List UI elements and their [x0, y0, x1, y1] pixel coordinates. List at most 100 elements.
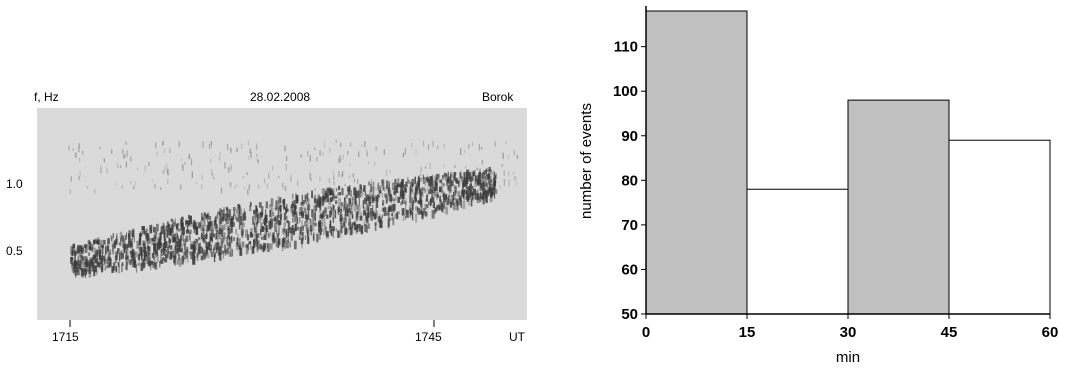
signal-mark — [358, 223, 361, 232]
signal-mark — [143, 240, 145, 245]
signal-mark — [160, 259, 164, 264]
signal-mark — [202, 225, 204, 234]
signal-mark — [421, 211, 423, 218]
signal-mark — [245, 244, 248, 248]
signal-mark — [349, 227, 353, 236]
signal-mark — [144, 231, 146, 236]
signal-mark — [398, 183, 400, 188]
signal-mark — [397, 196, 400, 203]
signal-mark — [426, 204, 429, 208]
signal-mark — [174, 250, 177, 259]
signal-mark — [392, 198, 396, 202]
noise-mark — [228, 167, 230, 173]
signal-mark — [267, 230, 269, 238]
signal-mark — [268, 220, 272, 230]
signal-mark — [83, 266, 87, 272]
signal-mark — [163, 226, 167, 236]
signal-mark — [338, 229, 342, 238]
signal-mark — [216, 238, 219, 246]
signal-mark — [357, 205, 361, 212]
noise-mark — [211, 169, 213, 176]
noise-mark — [385, 169, 388, 176]
signal-mark — [98, 250, 101, 260]
signal-mark — [135, 251, 138, 258]
noise-mark — [123, 154, 125, 159]
signal-mark — [228, 237, 231, 246]
signal-mark — [493, 183, 495, 187]
signal-mark — [119, 231, 123, 239]
noise-mark — [316, 156, 318, 162]
signal-mark — [412, 189, 414, 196]
signal-mark — [388, 190, 392, 197]
signal-mark — [419, 177, 423, 182]
signal-mark — [492, 187, 496, 195]
noise-mark — [249, 148, 251, 154]
signal-mark — [113, 241, 116, 249]
noise-mark — [368, 161, 370, 164]
signal-mark — [211, 222, 213, 230]
signal-mark — [103, 239, 106, 245]
signal-mark — [181, 217, 184, 225]
signal-mark — [370, 183, 372, 192]
signal-mark — [456, 180, 459, 184]
signal-mark — [155, 250, 158, 255]
signal-mark — [449, 198, 451, 204]
signal-mark — [433, 208, 436, 215]
signal-mark — [320, 225, 323, 230]
noise-mark — [443, 144, 445, 149]
noise-mark — [230, 148, 232, 154]
noise-mark — [213, 177, 215, 180]
signal-mark — [265, 201, 268, 209]
signal-mark — [182, 227, 184, 236]
signal-mark — [339, 214, 342, 222]
signal-mark — [343, 220, 345, 228]
signal-mark — [204, 241, 206, 245]
noise-mark — [501, 164, 503, 168]
signal-mark — [205, 254, 208, 258]
signal-mark — [401, 179, 404, 188]
signal-mark — [481, 176, 484, 185]
noise-mark — [383, 149, 385, 155]
signal-mark — [461, 189, 463, 195]
noise-mark — [472, 142, 474, 147]
signal-mark — [355, 193, 357, 203]
signal-mark — [314, 222, 317, 227]
signal-mark — [318, 224, 321, 233]
signal-mark — [309, 218, 311, 224]
signal-mark — [191, 222, 194, 227]
noise-mark — [242, 176, 244, 179]
signal-mark — [210, 228, 213, 236]
signal-mark — [180, 248, 183, 253]
signal-mark — [344, 217, 347, 221]
signal-mark — [385, 195, 388, 204]
signal-mark — [86, 266, 88, 273]
signal-mark — [474, 179, 477, 187]
signal-mark — [80, 268, 82, 276]
signal-mark — [314, 212, 316, 222]
signal-mark — [359, 215, 363, 221]
signal-mark — [71, 262, 74, 271]
signal-mark — [240, 216, 243, 225]
signal-mark — [377, 218, 379, 222]
signal-mark — [283, 221, 286, 227]
signal-mark — [147, 246, 151, 251]
signal-mark — [326, 214, 329, 219]
signal-mark — [483, 180, 487, 187]
signal-mark — [82, 269, 85, 275]
signal-mark — [260, 246, 263, 250]
signal-mark — [118, 242, 122, 246]
signal-mark — [458, 181, 460, 188]
signal-mark — [436, 196, 438, 201]
noise-mark — [437, 145, 439, 149]
signal-mark — [479, 195, 482, 203]
signal-mark — [201, 234, 204, 241]
signal-mark — [281, 238, 285, 248]
signal-mark — [176, 247, 179, 254]
signal-mark — [106, 265, 109, 269]
noise-mark — [411, 143, 413, 148]
signal-mark — [363, 187, 365, 192]
signal-mark — [414, 193, 417, 199]
signal-mark — [190, 244, 194, 250]
signal-mark — [73, 243, 76, 249]
signal-mark — [261, 206, 264, 215]
